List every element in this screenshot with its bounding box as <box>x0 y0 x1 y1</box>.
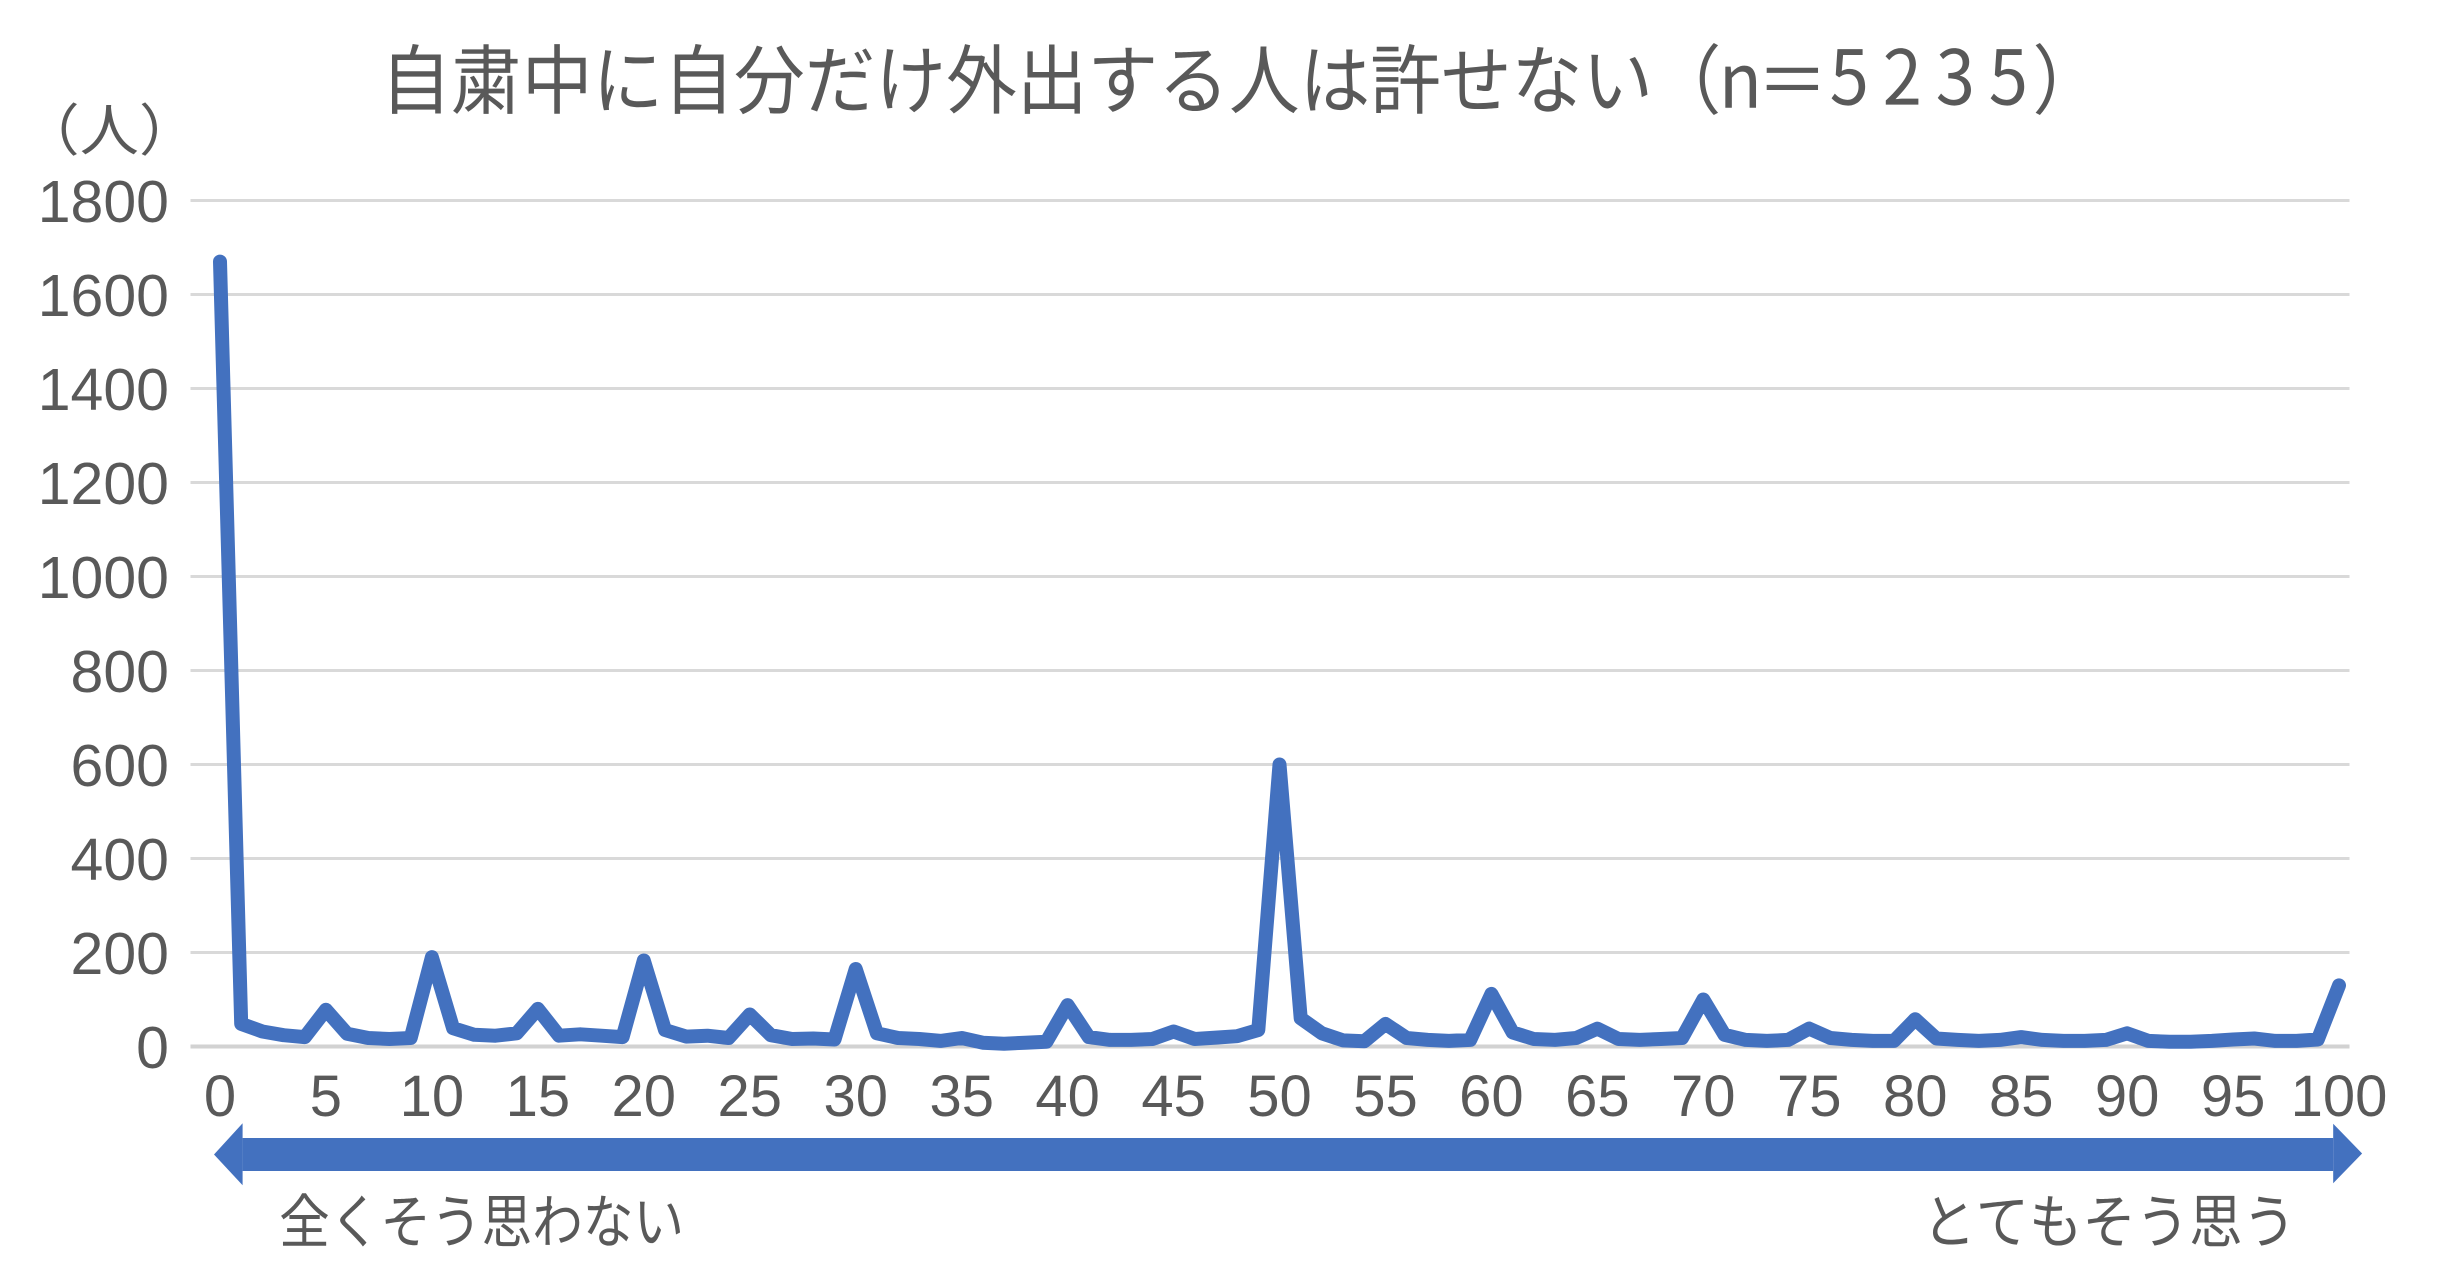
svg-text:20: 20 <box>612 1064 677 1129</box>
svg-text:55: 55 <box>1353 1064 1418 1129</box>
svg-text:50: 50 <box>1247 1064 1312 1129</box>
svg-text:800: 800 <box>71 639 169 705</box>
svg-text:40: 40 <box>1035 1064 1100 1129</box>
svg-text:5: 5 <box>310 1064 342 1129</box>
svg-text:70: 70 <box>1671 1064 1736 1129</box>
svg-text:95: 95 <box>2201 1064 2266 1129</box>
svg-text:0: 0 <box>204 1064 236 1129</box>
svg-text:600: 600 <box>71 733 169 799</box>
svg-text:65: 65 <box>1565 1064 1630 1129</box>
svg-text:25: 25 <box>718 1064 783 1129</box>
svg-text:1400: 1400 <box>38 357 169 423</box>
svg-text:45: 45 <box>1141 1064 1206 1129</box>
svg-text:1000: 1000 <box>38 545 169 611</box>
svg-text:1600: 1600 <box>38 263 169 329</box>
svg-text:90: 90 <box>2095 1064 2160 1129</box>
svg-text:400: 400 <box>71 827 169 893</box>
svg-text:10: 10 <box>400 1064 465 1129</box>
svg-text:75: 75 <box>1777 1064 1842 1129</box>
svg-text:200: 200 <box>71 921 169 987</box>
svg-text:1200: 1200 <box>38 451 169 517</box>
svg-text:0: 0 <box>136 1015 169 1081</box>
svg-text:85: 85 <box>1989 1064 2054 1129</box>
svg-text:60: 60 <box>1459 1064 1524 1129</box>
svg-text:1800: 1800 <box>38 169 169 235</box>
svg-text:35: 35 <box>929 1064 994 1129</box>
svg-text:30: 30 <box>823 1064 888 1129</box>
svg-text:100: 100 <box>2291 1064 2388 1129</box>
svg-text:80: 80 <box>1883 1064 1948 1129</box>
svg-text:15: 15 <box>506 1064 571 1129</box>
